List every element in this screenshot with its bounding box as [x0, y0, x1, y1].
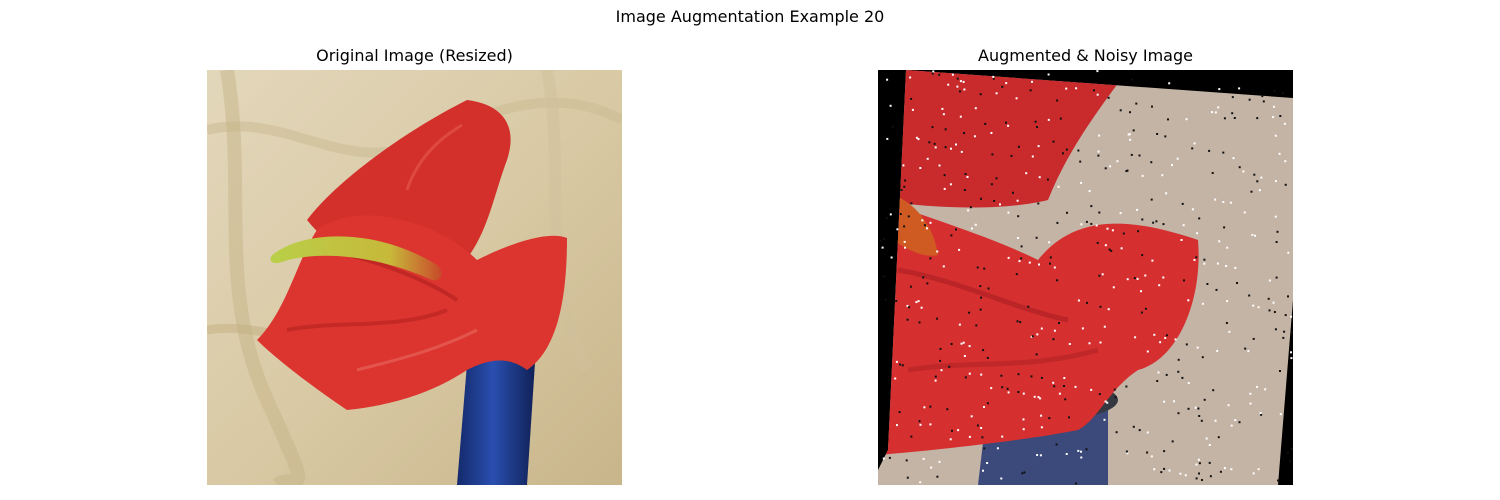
augmented-image	[878, 70, 1293, 485]
augmented-image-title: Augmented & Noisy Image	[978, 46, 1193, 65]
original-image	[207, 70, 622, 485]
original-flower-picture	[207, 70, 622, 485]
figure-title: Image Augmentation Example 20	[615, 7, 885, 26]
augmented-flower-picture	[878, 70, 1293, 485]
original-image-title: Original Image (Resized)	[316, 46, 513, 65]
salt-and-pepper-noise	[879, 70, 1293, 485]
